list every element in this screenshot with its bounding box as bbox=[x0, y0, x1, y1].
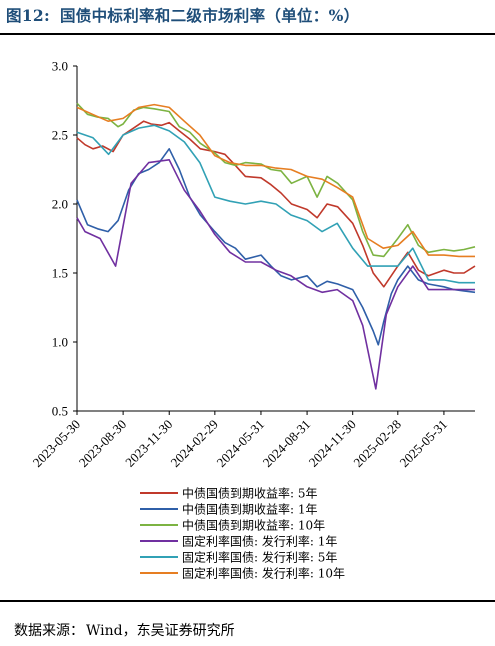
y-tick-label: 2.5 bbox=[52, 128, 68, 143]
series-line-6 bbox=[76, 103, 475, 258]
series-line-1 bbox=[76, 120, 476, 288]
source-text: Wind，东吴证券研究所 bbox=[86, 623, 235, 639]
y-tick-label: 2.0 bbox=[52, 197, 68, 212]
x-tick-label: 2025-05-31 bbox=[397, 417, 451, 471]
y-tick-label: 3.0 bbox=[52, 59, 68, 74]
bottom-rule bbox=[0, 600, 495, 602]
x-tick-label: 2023-11-30 bbox=[122, 417, 175, 470]
legend-label-5: 固定利率国债: 发行利率: 5年 bbox=[182, 550, 337, 565]
source-label: 数据来源： bbox=[14, 623, 84, 639]
figure-number: 图12: bbox=[6, 6, 50, 25]
series-line-4 bbox=[76, 159, 475, 390]
legend-label-4: 固定利率国债: 发行利率: 1年 bbox=[182, 534, 337, 549]
legend-label-2: 中债国债到期收益率: 1年 bbox=[182, 502, 318, 517]
rate-line-chart: 3.02.52.01.51.00.52023-05-302023-08-3020… bbox=[30, 59, 476, 581]
x-tick-label: 2024-11-30 bbox=[306, 417, 359, 470]
figure-title: 图12: 国债中标利率和二级市场利率（单位：%） bbox=[6, 4, 359, 26]
legend-label-3: 中债国债到期收益率: 10年 bbox=[182, 518, 325, 533]
y-tick-label: 1.5 bbox=[52, 266, 68, 281]
series-line-2 bbox=[76, 148, 476, 346]
figure-caption: 国债中标利率和二级市场利率（单位：%） bbox=[60, 6, 360, 25]
x-tick-label: 2025-02-28 bbox=[350, 417, 404, 471]
top-rule bbox=[0, 33, 495, 35]
y-tick-label: 1.0 bbox=[52, 335, 68, 350]
x-tick-label: 2023-08-30 bbox=[76, 417, 130, 471]
legend-label-1: 中债国债到期收益率: 5年 bbox=[182, 486, 318, 501]
x-tick-label: 2024-05-31 bbox=[214, 417, 268, 471]
x-tick-label: 2024-08-31 bbox=[260, 417, 314, 471]
series-line-5 bbox=[76, 124, 475, 284]
x-tick-label: 2023-05-30 bbox=[30, 417, 84, 471]
x-tick-label: 2024-02-29 bbox=[167, 417, 221, 471]
legend-label-6: 固定利率国债: 发行利率: 10年 bbox=[182, 566, 345, 581]
y-tick-label: 0.5 bbox=[52, 404, 68, 419]
data-source: 数据来源： Wind，东吴证券研究所 bbox=[14, 620, 235, 640]
